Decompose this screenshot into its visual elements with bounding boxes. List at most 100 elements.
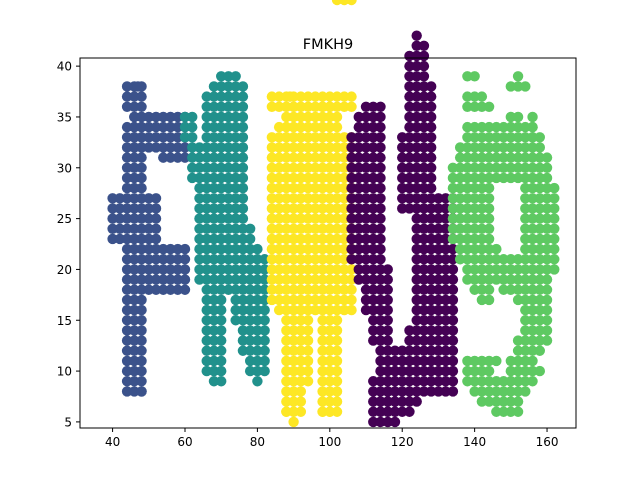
point: [476, 172, 488, 184]
point: [136, 233, 147, 245]
point: [266, 274, 278, 285]
point: [469, 264, 480, 275]
point: [541, 294, 553, 306]
point: [425, 152, 437, 163]
point: [230, 172, 241, 184]
point: [375, 132, 386, 143]
point: [491, 162, 502, 173]
point: [512, 132, 524, 143]
point: [317, 274, 328, 285]
point: [512, 274, 524, 285]
point: [527, 223, 538, 234]
point: [331, 396, 343, 407]
point: [230, 284, 241, 295]
point: [230, 111, 241, 123]
point: [331, 284, 343, 295]
point: [295, 193, 307, 204]
point: [353, 121, 364, 133]
point: [389, 386, 401, 397]
point: [302, 132, 314, 143]
point: [331, 243, 343, 255]
point: [201, 243, 212, 255]
point: [368, 243, 379, 255]
point: [397, 142, 408, 153]
point: [324, 111, 336, 123]
point: [512, 386, 524, 397]
point: [237, 294, 249, 306]
point: [353, 142, 364, 153]
point: [194, 233, 205, 245]
point: [339, 193, 350, 204]
point: [353, 213, 364, 224]
point: [425, 121, 437, 133]
point: [512, 355, 524, 367]
point: [165, 254, 176, 265]
point: [107, 233, 118, 245]
point: [425, 213, 437, 224]
point: [223, 101, 234, 112]
point: [121, 182, 133, 194]
point: [288, 142, 299, 153]
point: [201, 274, 212, 285]
point: [353, 172, 364, 184]
point: [208, 121, 220, 133]
point: [259, 294, 270, 306]
point: [324, 152, 336, 163]
point: [375, 182, 386, 194]
point: [534, 274, 545, 285]
point: [375, 396, 386, 407]
point: [136, 101, 147, 112]
point: [179, 121, 191, 133]
point: [462, 132, 473, 143]
point: [208, 315, 220, 326]
point: [534, 315, 545, 326]
series-9: [447, 71, 560, 417]
point: [165, 132, 176, 143]
point: [295, 172, 307, 184]
point: [302, 264, 314, 275]
point: [462, 152, 473, 163]
point: [425, 172, 437, 184]
point: [324, 345, 336, 356]
point: [360, 111, 372, 123]
point: [317, 254, 328, 265]
point: [252, 345, 263, 356]
point: [483, 172, 495, 184]
point: [259, 325, 270, 336]
point: [281, 213, 292, 224]
point: [447, 243, 459, 255]
point: [534, 284, 545, 295]
point: [121, 376, 133, 387]
point: [491, 142, 502, 153]
point: [476, 254, 488, 265]
point: [237, 274, 249, 285]
point: [375, 243, 386, 255]
point: [447, 335, 459, 346]
point: [375, 111, 386, 123]
point: [288, 396, 299, 407]
point: [505, 355, 517, 367]
point: [375, 142, 386, 153]
point: [244, 284, 256, 295]
point: [440, 284, 451, 295]
point: [404, 396, 415, 407]
x-tick-label: 80: [250, 435, 265, 449]
point: [295, 182, 307, 194]
point: [237, 162, 249, 173]
point: [418, 345, 430, 356]
point: [288, 101, 299, 112]
point: [397, 365, 408, 377]
point: [317, 243, 328, 255]
point: [216, 264, 227, 275]
point: [150, 121, 162, 133]
point: [404, 376, 415, 387]
point: [411, 152, 422, 163]
point: [252, 294, 263, 306]
point: [310, 243, 321, 255]
point: [512, 365, 524, 377]
point: [418, 60, 430, 72]
point: [425, 264, 437, 275]
point: [404, 365, 415, 377]
point: [281, 376, 292, 387]
point: [425, 345, 437, 356]
